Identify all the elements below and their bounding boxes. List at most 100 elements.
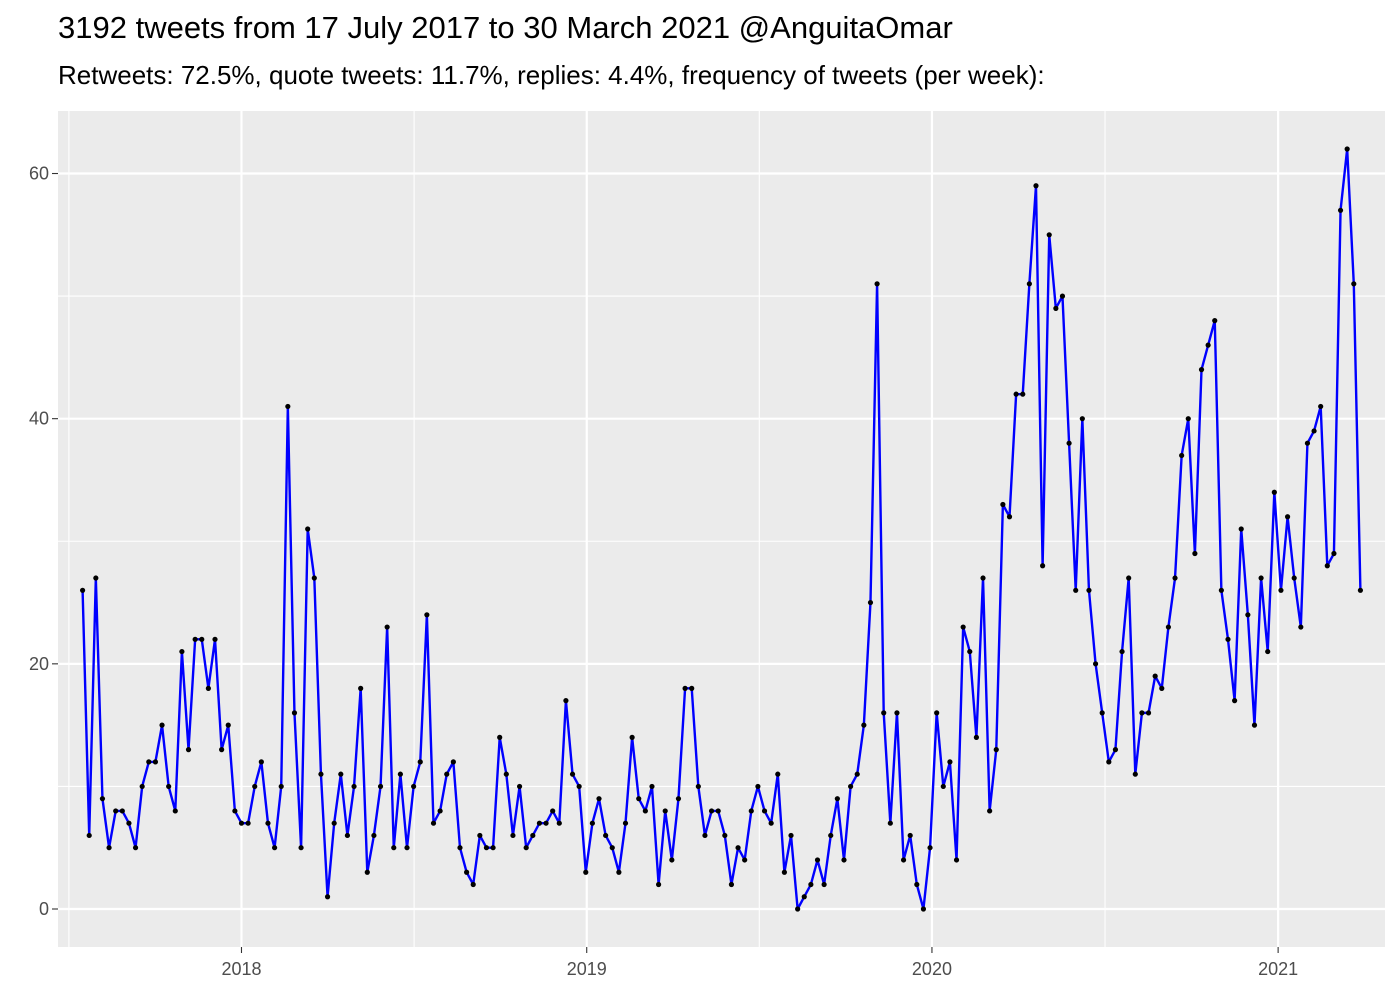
data-point [848,783,854,790]
data-point [192,636,198,642]
data-point [159,722,165,728]
data-point [258,759,264,765]
data-point [1000,501,1006,508]
data-point [781,869,788,875]
data-point [1145,710,1152,716]
data-point [715,808,721,814]
data-point [397,771,403,777]
data-point [245,820,251,826]
data-point [1046,232,1052,238]
data-point [457,845,463,851]
data-point [622,820,629,826]
data-point [1357,587,1364,593]
data-point [305,526,311,532]
data-point [993,747,999,753]
data-point [821,881,827,888]
data-point [391,845,397,851]
data-point [960,624,966,630]
data-point [225,722,231,728]
data-point [106,845,112,851]
data-point [205,685,211,691]
data-point [272,845,278,851]
data-point [252,783,258,790]
data-point [483,845,490,851]
data-point [185,747,192,753]
data-point [596,796,602,802]
x-tick-label: 2021 [1258,959,1298,979]
data-point [1099,710,1105,716]
data-point [338,771,344,777]
data-point [550,808,556,814]
data-point [430,820,437,826]
data-point [543,820,549,826]
data-point [702,832,708,839]
data-point [1119,648,1125,655]
data-point [1245,612,1251,618]
series-layer [79,146,1364,912]
data-point [609,845,615,851]
data-point [523,845,529,851]
data-point [887,820,893,826]
data-point [973,734,980,740]
data-point [1278,587,1284,593]
data-point [450,759,456,765]
data-point [152,759,159,765]
data-point [417,759,423,765]
data-point [1040,563,1046,569]
data-point [1020,391,1026,397]
x-tick-label: 2018 [221,959,261,979]
data-point [1218,587,1224,593]
data-point [980,575,986,581]
data-point [464,869,470,875]
data-point [761,808,768,814]
data-point [1337,207,1344,213]
data-point [278,783,284,790]
data-point [404,845,410,851]
data-point [364,869,370,875]
data-point [503,771,509,777]
data-point [649,783,655,790]
data-point [616,869,622,875]
data-point [735,845,741,851]
data-point [344,832,351,839]
data-point [708,808,715,814]
chart-subtitle: Retweets: 72.5%, quote tweets: 11.7%, re… [58,60,1045,90]
data-point [1106,759,1112,765]
data-point [444,771,450,777]
data-point [510,832,516,839]
data-point [854,771,860,777]
data-point [675,796,682,802]
data-point [358,685,364,691]
data-point [881,710,887,716]
data-point [1179,452,1185,459]
data-point [139,783,145,790]
data-point [742,857,748,863]
data-point [1132,771,1138,777]
data-point [874,281,880,287]
data-point [748,808,754,814]
x-tick-label: 2019 [567,959,607,979]
data-point [79,587,86,593]
data-point [814,857,821,863]
data-point [1284,514,1291,520]
data-point [934,710,940,716]
data-point [1205,342,1211,348]
data-point [238,820,245,826]
data-point [536,820,543,826]
data-point [682,685,688,691]
data-point [656,881,662,888]
data-point [1271,489,1277,495]
data-point [1185,416,1191,422]
data-point [119,808,125,814]
data-point [1152,673,1158,679]
data-point [669,857,675,863]
data-point [126,820,132,826]
data-point [603,832,609,839]
data-point [437,808,443,814]
data-point [470,881,476,888]
data-point [1165,624,1171,630]
data-point [530,832,536,839]
data-point [662,808,668,814]
minor-gridlines [58,111,1385,947]
